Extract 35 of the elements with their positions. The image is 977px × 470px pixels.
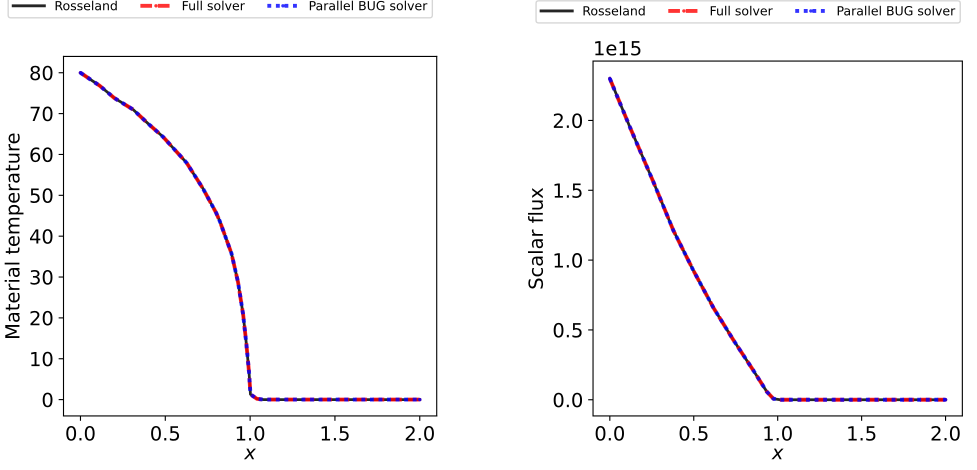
x-tick-label: 1.0: [236, 426, 264, 441]
y-tick-label: 20: [30, 310, 52, 326]
x-tick-label: 1.5: [322, 426, 349, 441]
legend-label: Full solver: [710, 6, 773, 16]
y-tick-label: 60: [30, 147, 52, 162]
text: 1e15: [595, 41, 640, 56]
x-tick-label: 0.0: [596, 426, 624, 441]
y-tick-label: 0: [42, 392, 52, 408]
legend-label: Parallel BUG solver: [838, 6, 956, 16]
y-tick-label: 10: [31, 352, 52, 366]
y-tick-label: 1.0: [554, 253, 582, 268]
y-tick-label: 80: [30, 66, 52, 80]
y-tick-label: 70: [30, 106, 52, 122]
y-tick-label: 0.5: [554, 322, 582, 338]
x-tick-label: 1.5: [848, 426, 876, 441]
y-tick-label: 2.0: [554, 113, 582, 128]
y-tick-label: 40: [30, 229, 52, 244]
y-tick-label: 1.5: [554, 183, 582, 198]
legend-label: Full solver: [182, 0, 245, 10]
x-axis-title: x: [771, 448, 784, 460]
y-tick-label: 30: [30, 270, 52, 285]
legend-label: Rosseland: [584, 6, 645, 16]
x-tick-label: 2.0: [406, 426, 434, 441]
legend-label: Parallel BUG solver: [310, 0, 428, 10]
legend-label: Rosseland: [56, 0, 117, 10]
x-axis-title: x: [244, 448, 256, 460]
x-tick-label: 0.5: [151, 426, 180, 441]
y-axis-title: Scalar flux: [528, 188, 544, 289]
y-tick-label: 50: [30, 188, 52, 203]
x-tick-label: 1.0: [764, 426, 792, 441]
y-axis-title: Material temperature: [4, 134, 24, 338]
x-tick-label: 2.0: [932, 426, 960, 441]
x-tick-label: 0.0: [66, 426, 95, 441]
x-tick-label: 0.5: [680, 426, 708, 441]
y-tick-label: 0.0: [554, 392, 582, 408]
